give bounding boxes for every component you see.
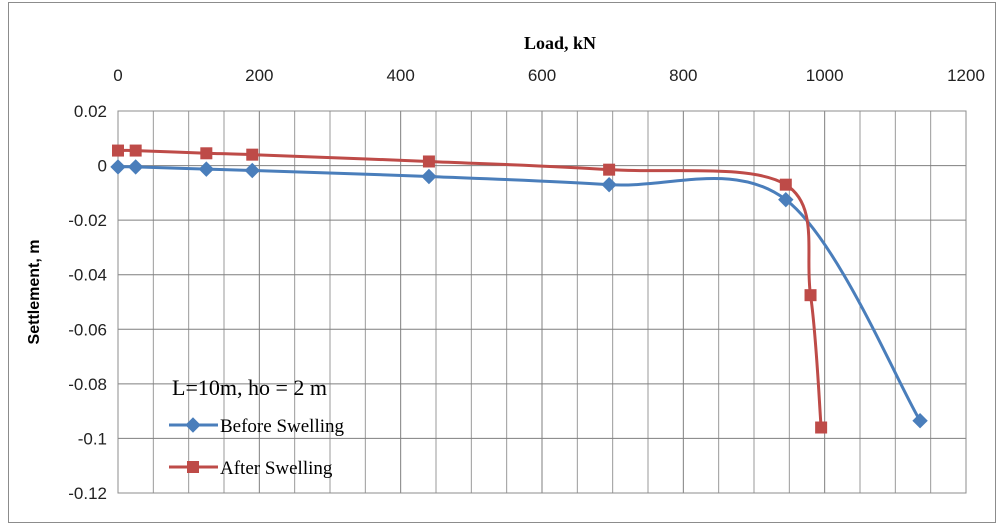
y-tick-label: -0.1 xyxy=(78,429,107,448)
y-tick-label: -0.08 xyxy=(68,375,107,394)
legend-item: Before Swelling xyxy=(169,416,345,437)
legend-label: After Swelling xyxy=(220,458,333,479)
data-point xyxy=(127,159,144,175)
series-line xyxy=(117,148,823,428)
x-tick-label: 0 xyxy=(113,66,122,85)
data-point xyxy=(112,144,124,157)
data-point xyxy=(601,176,617,193)
y-tick-labels: 0.02 0 -0.02 -0.04 -0.06 -0.08 -0.1 -0.12 xyxy=(68,102,107,503)
y-tick-label: -0.04 xyxy=(68,266,107,285)
legend-marker xyxy=(185,417,201,433)
data-point xyxy=(815,421,828,434)
x-tick-label: 400 xyxy=(386,66,414,85)
data-point xyxy=(778,191,794,208)
y-tick-label: 0.02 xyxy=(74,102,107,121)
legend-label: Before Swelling xyxy=(220,416,345,437)
data-point xyxy=(603,163,616,176)
data-point xyxy=(198,161,215,177)
series-2 xyxy=(112,144,828,434)
x-tick-label: 200 xyxy=(245,66,273,85)
y-tick-label: -0.02 xyxy=(68,211,107,230)
y-tick-label: -0.06 xyxy=(68,320,107,339)
data-point xyxy=(912,412,928,429)
legend-item: After Swelling xyxy=(169,458,333,479)
data-point xyxy=(129,144,142,157)
series-1 xyxy=(110,159,928,429)
legend: L=10m, ho = 2 m Before Swelling After Swe… xyxy=(169,375,345,479)
legend-title: L=10m, ho = 2 m xyxy=(172,375,327,400)
data-point xyxy=(779,178,792,191)
x-tick-label: 600 xyxy=(528,66,556,85)
data-point xyxy=(244,162,260,179)
y-axis-title: Settlement, m xyxy=(26,240,43,345)
x-tick-labels: 0 200 400 600 800 1000 1200 xyxy=(113,66,985,85)
plot-area-border xyxy=(117,110,967,494)
series-layer xyxy=(110,144,928,434)
chart-frame: 0 200 400 600 800 1000 1200 0.02 0 -0.02 -0.04 -0.… xyxy=(8,2,996,523)
data-point xyxy=(246,148,259,161)
data-point xyxy=(804,289,817,302)
y-tick-label: 0 xyxy=(98,157,107,176)
x-axis-title: Load, kN xyxy=(524,33,596,53)
legend-marker xyxy=(187,461,199,473)
legend-items: Before Swelling After Swelling xyxy=(169,416,345,479)
x-tick-label: 1200 xyxy=(947,66,985,85)
y-tick-label: -0.12 xyxy=(68,484,107,503)
data-point xyxy=(200,147,213,160)
x-tick-label: 800 xyxy=(669,66,697,85)
settlement-load-chart: 0 200 400 600 800 1000 1200 0.02 0 -0.02 -0.04 -0.… xyxy=(26,33,985,503)
x-tick-label: 1000 xyxy=(806,66,844,85)
data-point xyxy=(110,159,126,175)
data-point xyxy=(422,155,435,168)
data-point xyxy=(421,168,437,185)
